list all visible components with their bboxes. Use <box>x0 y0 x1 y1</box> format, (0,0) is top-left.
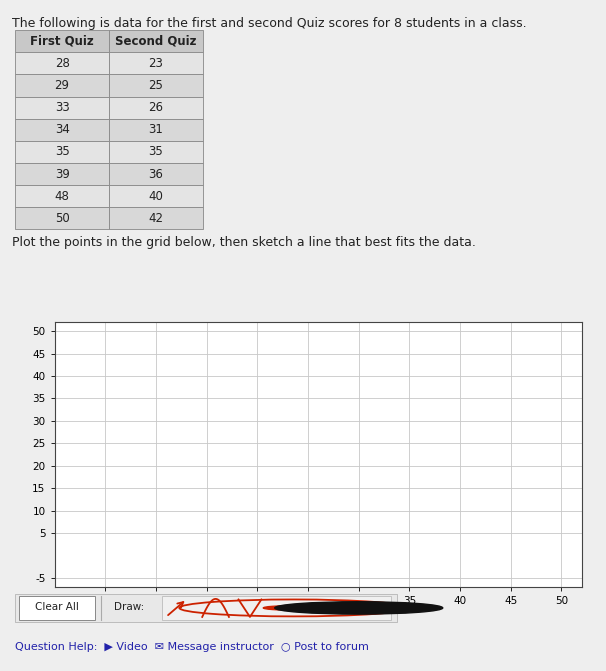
FancyBboxPatch shape <box>19 596 95 620</box>
Text: First Quiz: First Quiz <box>30 35 94 48</box>
Text: 35: 35 <box>55 146 70 158</box>
Text: 25: 25 <box>148 79 164 92</box>
Text: 28: 28 <box>55 57 70 70</box>
Circle shape <box>275 602 443 614</box>
Text: 50: 50 <box>55 212 70 225</box>
Text: The following is data for the first and second Quiz scores for 8 students in a c: The following is data for the first and … <box>12 17 527 30</box>
Text: Second Quiz: Second Quiz <box>115 35 197 48</box>
Text: 48: 48 <box>55 190 70 203</box>
Text: 39: 39 <box>55 168 70 180</box>
Text: 31: 31 <box>148 123 164 136</box>
Text: 40: 40 <box>148 190 164 203</box>
Text: 29: 29 <box>55 79 70 92</box>
Text: 33: 33 <box>55 101 70 114</box>
Text: 23: 23 <box>148 57 164 70</box>
Text: Draw:: Draw: <box>115 603 145 613</box>
Text: 42: 42 <box>148 212 164 225</box>
FancyBboxPatch shape <box>15 594 397 622</box>
Text: 26: 26 <box>148 101 164 114</box>
Text: 34: 34 <box>55 123 70 136</box>
Text: Clear All: Clear All <box>35 603 79 613</box>
Text: 35: 35 <box>148 146 164 158</box>
Text: Question Help:  ▶ Video  ✉ Message instructor  ○ Post to forum: Question Help: ▶ Video ✉ Message instruc… <box>15 642 369 652</box>
FancyBboxPatch shape <box>162 596 391 620</box>
Text: Plot the points in the grid below, then sketch a line that best fits the data.: Plot the points in the grid below, then … <box>12 236 476 249</box>
Text: 36: 36 <box>148 168 164 180</box>
Circle shape <box>264 606 324 610</box>
